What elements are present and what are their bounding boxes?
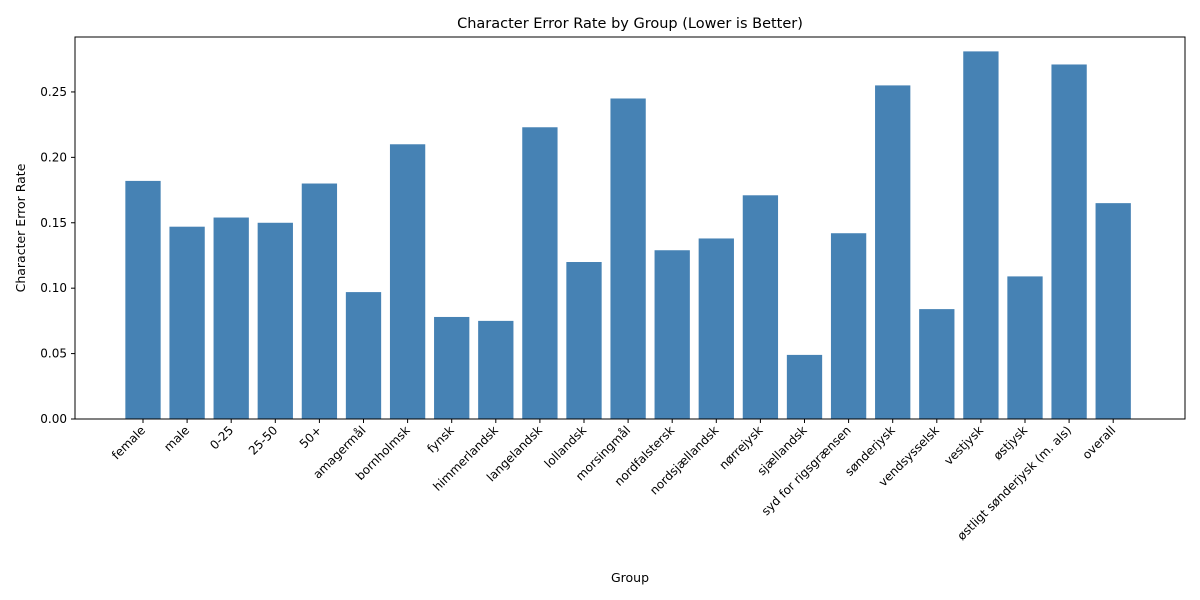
bar-14 <box>742 195 779 419</box>
bar-17 <box>875 85 911 419</box>
x-tick-label: female <box>109 423 148 462</box>
bar-0 <box>125 180 161 419</box>
x-axis-ticks: female male 0-25 25-50 50+amagermålbornholms… <box>109 419 1118 543</box>
bar-22 <box>1095 203 1131 419</box>
bar-16 <box>830 233 867 419</box>
bar-3 <box>257 222 293 419</box>
bar-13 <box>698 238 734 419</box>
bar-19 <box>963 51 999 419</box>
bar-21 <box>1051 64 1087 420</box>
y-tick-label: 0.05 <box>40 347 67 361</box>
bar-4 <box>301 183 338 419</box>
x-tick-label: østjysk <box>991 423 1031 463</box>
bar-6 <box>389 144 426 419</box>
plot-frame <box>74 36 1186 420</box>
x-tick-label: overall <box>1080 423 1119 462</box>
y-tick-label: 0.25 <box>40 85 67 99</box>
bar-12 <box>654 250 690 419</box>
y-axis-ticks: 0.00 0.05 0.10 0.15 0.20 0.25 <box>40 85 75 426</box>
bar-20 <box>1007 276 1043 419</box>
x-tick-label: 25-50 <box>246 423 281 458</box>
bar-5 <box>345 292 382 419</box>
x-tick-label: fynsk <box>424 423 457 456</box>
y-tick-label: 0.10 <box>40 281 67 295</box>
y-tick-label: 0.00 <box>40 412 67 426</box>
chart-title: Character Error Rate by Group (Lower is … <box>457 16 803 32</box>
bar-18 <box>919 309 955 419</box>
x-tick-label: vestjysk <box>941 423 986 468</box>
bar-9 <box>522 127 558 419</box>
bar-10 <box>566 262 602 419</box>
x-tick-label: 50+ <box>297 423 325 451</box>
bar-8 <box>478 320 514 419</box>
bar-2 <box>213 217 249 419</box>
bar-11 <box>610 98 646 419</box>
bars-group <box>125 51 1131 420</box>
x-tick-label: syd for rigsgrænsen <box>759 423 854 518</box>
y-axis-label: Character Error Rate <box>13 163 28 292</box>
x-axis-label: Group <box>611 570 649 585</box>
y-tick-label: 0.15 <box>40 216 67 230</box>
bar-7 <box>434 316 470 419</box>
bar-1 <box>169 226 205 419</box>
y-tick-label: 0.20 <box>40 150 67 164</box>
x-tick-label: male <box>161 423 192 454</box>
x-tick-label: 0-25 <box>207 423 236 452</box>
bar-15 <box>786 354 823 419</box>
